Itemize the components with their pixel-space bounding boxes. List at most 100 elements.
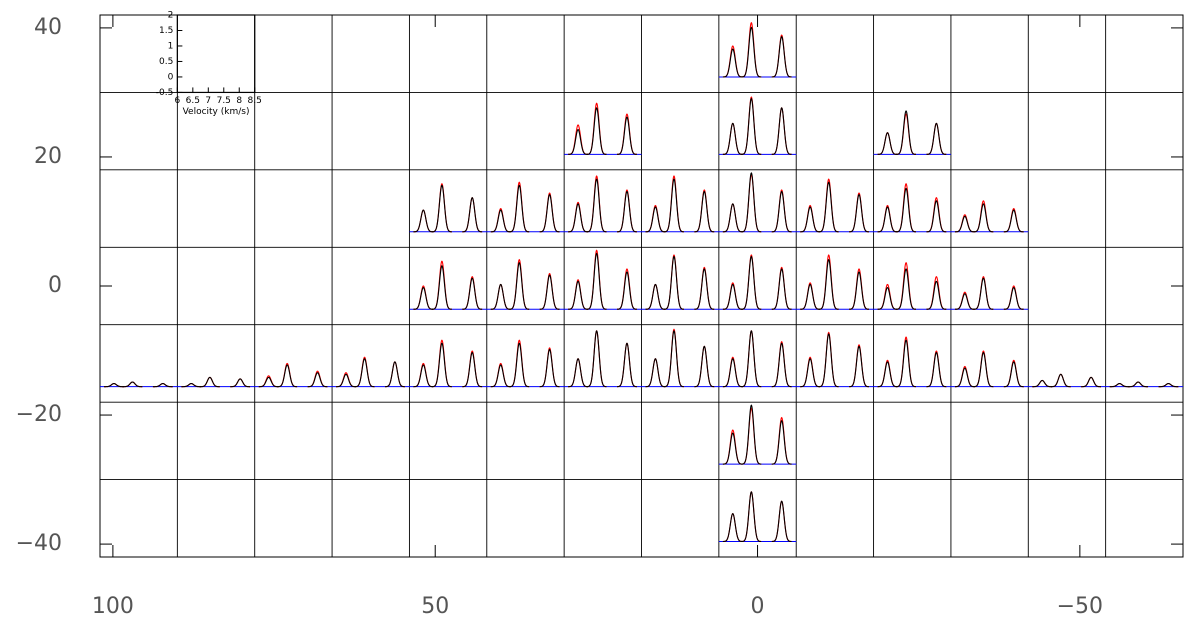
inset-x-tick-label: 8.5 — [248, 96, 262, 106]
observed-peak — [800, 283, 821, 310]
inset-x-tick-label: 8 — [236, 96, 242, 106]
observed-peak — [722, 432, 743, 465]
model-peak — [490, 283, 511, 310]
model-peak — [741, 96, 762, 155]
model-peak — [800, 356, 821, 388]
observed-peak — [664, 178, 684, 233]
model-peak — [384, 361, 405, 388]
observed-peak — [896, 110, 916, 155]
model-peak — [122, 381, 143, 388]
model-peak — [694, 266, 715, 310]
observed-peak — [771, 268, 792, 310]
inset-x-tick-label: 6.5 — [186, 96, 200, 106]
model-peak — [539, 272, 560, 310]
model-peak — [973, 200, 994, 233]
observed-peak — [694, 190, 715, 233]
model-peak — [509, 258, 530, 310]
observed-peak — [617, 271, 637, 310]
observed-peak — [926, 351, 947, 388]
observed-peak — [741, 491, 762, 543]
observed-peak — [771, 500, 792, 543]
model-peak — [694, 189, 715, 233]
inset-y-tick-label: 0.5 — [159, 57, 173, 67]
inset-x-label: Velocity (km/s) — [183, 107, 250, 117]
model-peak — [849, 268, 869, 310]
model-peak — [617, 268, 637, 310]
model-peak — [741, 330, 762, 388]
observed-peak — [432, 184, 452, 233]
model-peak — [617, 342, 637, 388]
observed-peak — [722, 48, 743, 78]
model-peak — [462, 350, 483, 388]
y-tick-label: 40 — [34, 15, 62, 40]
model-peak — [1003, 285, 1024, 310]
model-peak — [926, 122, 947, 155]
observed-peak — [694, 345, 715, 388]
observed-peak — [462, 277, 483, 310]
model-peak — [722, 356, 743, 388]
model-peak — [431, 260, 452, 310]
inset-x-tick-label: 7 — [205, 96, 211, 106]
observed-peak — [586, 330, 607, 388]
model-peak — [771, 189, 792, 233]
observed-peak — [722, 122, 743, 155]
observed-peak — [462, 197, 483, 233]
model-peak — [818, 331, 839, 388]
model-peak — [354, 356, 375, 388]
observed-peak — [586, 107, 607, 155]
model-peak — [490, 362, 511, 388]
observed-peak — [896, 187, 916, 233]
inset-y-tick-label: -0.5 — [156, 88, 174, 98]
model-peak — [568, 279, 588, 310]
observed-peak — [664, 255, 684, 310]
model-peak — [849, 344, 869, 388]
observed-peak — [539, 193, 560, 233]
model-peak — [800, 282, 821, 310]
observed-peak — [877, 206, 898, 233]
observed-peak — [1050, 373, 1071, 388]
observed-peak — [973, 203, 994, 233]
x-tick-label: 100 — [92, 594, 134, 619]
observed-peak — [694, 268, 715, 310]
model-peak — [722, 513, 743, 543]
observed-peak — [617, 190, 637, 233]
observed-peak — [926, 280, 947, 310]
observed-peak — [818, 333, 839, 388]
model-peak — [741, 173, 762, 233]
observed-peak — [954, 215, 975, 233]
model-peak — [568, 201, 588, 233]
model-peak — [413, 285, 434, 310]
observed-peak — [1003, 209, 1024, 233]
model-peak — [722, 45, 743, 78]
x-tick-label: 0 — [751, 594, 765, 619]
observed-peak — [568, 358, 588, 388]
model-peak — [509, 181, 530, 233]
observed-peak — [568, 128, 588, 155]
observed-peak — [1032, 379, 1053, 388]
inset-y-tick-label: 1 — [168, 41, 174, 51]
observed-peak — [741, 404, 762, 465]
observed-peak — [384, 361, 405, 388]
observed-peak — [586, 178, 607, 233]
model-peak — [277, 362, 298, 388]
observed-peak — [539, 274, 560, 310]
model-peak — [586, 330, 607, 388]
model-peak — [926, 197, 947, 233]
observed-peak — [490, 283, 511, 310]
model-peak — [973, 276, 994, 310]
model-peak — [973, 350, 994, 388]
model-peak — [954, 214, 975, 233]
model-peak — [694, 345, 715, 388]
observed-peak — [432, 342, 452, 388]
model-peak — [1050, 373, 1071, 388]
x-tick-label: 50 — [421, 594, 449, 619]
observed-peak — [104, 383, 124, 388]
model-peak — [849, 192, 869, 233]
observed-peak — [509, 342, 530, 388]
observed-peak — [1128, 381, 1149, 388]
inset-frame — [176, 14, 256, 94]
model-peak — [586, 249, 607, 310]
observed-peak — [954, 293, 975, 310]
model-peak — [896, 336, 916, 388]
observed-peak — [509, 262, 530, 310]
